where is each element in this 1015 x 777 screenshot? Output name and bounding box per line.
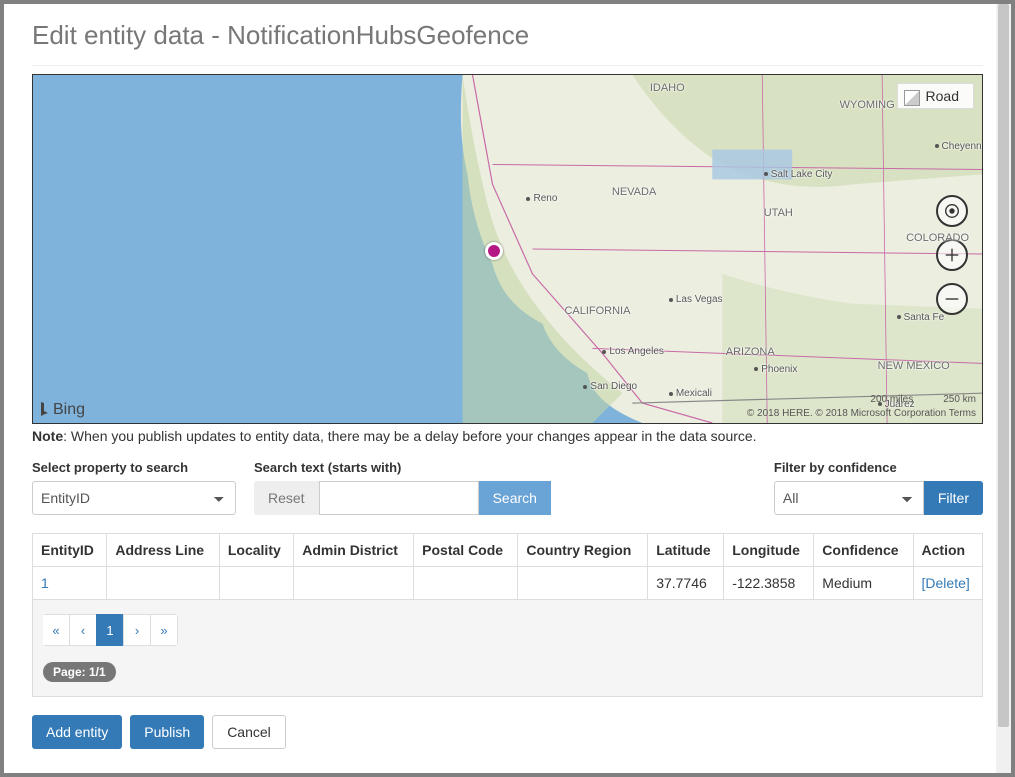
- pager: « ‹ 1 › »: [43, 614, 178, 646]
- footer-buttons: Add entity Publish Cancel: [32, 715, 983, 749]
- map-city-label: Santa Fe: [897, 312, 945, 323]
- page-title: Edit entity data - NotificationHubsGeofe…: [32, 20, 983, 51]
- cell-postal: [414, 567, 518, 600]
- add-entity-button[interactable]: Add entity: [32, 715, 122, 749]
- table-row: 1 37.7746-122.3858Medium [Delete]: [33, 567, 983, 600]
- search-text-group: Search text (starts with) Reset Search: [254, 460, 551, 515]
- cell-action-link[interactable]: [Delete]: [922, 575, 970, 591]
- search-button[interactable]: Search: [479, 481, 551, 515]
- map-city-label: Reno: [526, 193, 557, 204]
- table-header: Confidence: [814, 534, 913, 567]
- cell-admin: [294, 567, 414, 600]
- map-city-label: Los Angeles: [602, 346, 664, 357]
- search-text-label: Search text (starts with): [254, 460, 551, 475]
- pager-area: « ‹ 1 › » Page: 1/1: [32, 600, 983, 697]
- property-select[interactable]: EntityID: [32, 481, 236, 515]
- filter-group: Filter by confidence All Filter: [774, 460, 983, 515]
- filter-label: Filter by confidence: [774, 460, 983, 475]
- table-header: Longitude: [724, 534, 814, 567]
- cell-address: [107, 567, 219, 600]
- property-select-group: Select property to search EntityID: [32, 460, 236, 515]
- map-state-label: NEVADA: [612, 186, 656, 198]
- bing-logo: Bing: [39, 401, 85, 419]
- map-state-label: UTAH: [764, 207, 793, 219]
- cell-lat: 37.7746: [648, 567, 724, 600]
- map-state-label: ARIZONA: [726, 346, 775, 358]
- map-city-label: Phoenix: [754, 364, 797, 375]
- map-state-label: COLORADO: [906, 232, 969, 244]
- table-header: Country Region: [518, 534, 648, 567]
- table-header: EntityID: [33, 534, 107, 567]
- table-header: Locality: [219, 534, 293, 567]
- cell-entityid[interactable]: 1: [33, 567, 107, 600]
- scrollbar[interactable]: [996, 4, 1011, 773]
- map-svg: [33, 75, 982, 423]
- cell-locality: [219, 567, 293, 600]
- search-input[interactable]: [319, 481, 479, 515]
- map-pin[interactable]: [485, 242, 503, 260]
- pager-first[interactable]: «: [43, 614, 70, 646]
- table-header: Admin District: [294, 534, 414, 567]
- cell-action[interactable]: [Delete]: [913, 567, 982, 600]
- map-state-label: IDAHO: [650, 82, 685, 94]
- note-label: Note: [32, 428, 63, 444]
- cell-country: [518, 567, 648, 600]
- note-text: : When you publish updates to entity dat…: [63, 428, 756, 444]
- table-header: Address Line: [107, 534, 219, 567]
- filter-select[interactable]: All: [774, 481, 924, 515]
- zoom-out-button[interactable]: [936, 283, 968, 315]
- note-line: Note: When you publish updates to entity…: [32, 428, 983, 444]
- cell-lon: -122.3858: [724, 567, 814, 600]
- cancel-button[interactable]: Cancel: [212, 715, 286, 749]
- entity-table: EntityIDAddress LineLocalityAdmin Distri…: [32, 533, 983, 600]
- cell-conf: Medium: [814, 567, 913, 600]
- map-canvas[interactable]: Road IDAHO WYOMING NEVADA UTAH COLORADO CALIF…: [32, 74, 983, 424]
- map-attribution: 200 miles250 km © 2018 HERE. © 2018 Micr…: [747, 394, 976, 420]
- map-city-label: Salt Lake City: [764, 169, 833, 180]
- map-state-label: WYOMING: [840, 99, 895, 111]
- table-header: Action: [913, 534, 982, 567]
- map-controls: [936, 195, 968, 315]
- pager-current[interactable]: 1: [96, 614, 124, 646]
- map-state-label: CALIFORNIA: [564, 305, 630, 317]
- locate-button[interactable]: [936, 195, 968, 227]
- property-select-label: Select property to search: [32, 460, 236, 475]
- divider: [32, 65, 983, 66]
- map-city-label: San Diego: [583, 381, 637, 392]
- publish-button[interactable]: Publish: [130, 715, 204, 749]
- map-city-label: Las Vegas: [669, 294, 723, 305]
- table-header: Latitude: [648, 534, 724, 567]
- map-city-label: Cheyenne: [935, 141, 983, 152]
- cell-entityid-link[interactable]: 1: [41, 575, 49, 591]
- map-type-selector[interactable]: Road: [897, 83, 974, 109]
- filter-button[interactable]: Filter: [924, 481, 983, 515]
- map-state-label: NEW MEXICO: [878, 360, 950, 372]
- table-header: Postal Code: [414, 534, 518, 567]
- pager-next[interactable]: ›: [123, 614, 151, 646]
- map-city-label: Mexicali: [669, 388, 712, 399]
- reset-button[interactable]: Reset: [254, 481, 319, 515]
- zoom-in-button[interactable]: [936, 239, 968, 271]
- bing-logo-text: Bing: [53, 401, 85, 419]
- pager-last[interactable]: »: [150, 614, 178, 646]
- pager-prev[interactable]: ‹: [69, 614, 97, 646]
- dialog-edit-entity: Edit entity data - NotificationHubsGeofe…: [4, 4, 1011, 773]
- page-badge: Page: 1/1: [43, 662, 116, 682]
